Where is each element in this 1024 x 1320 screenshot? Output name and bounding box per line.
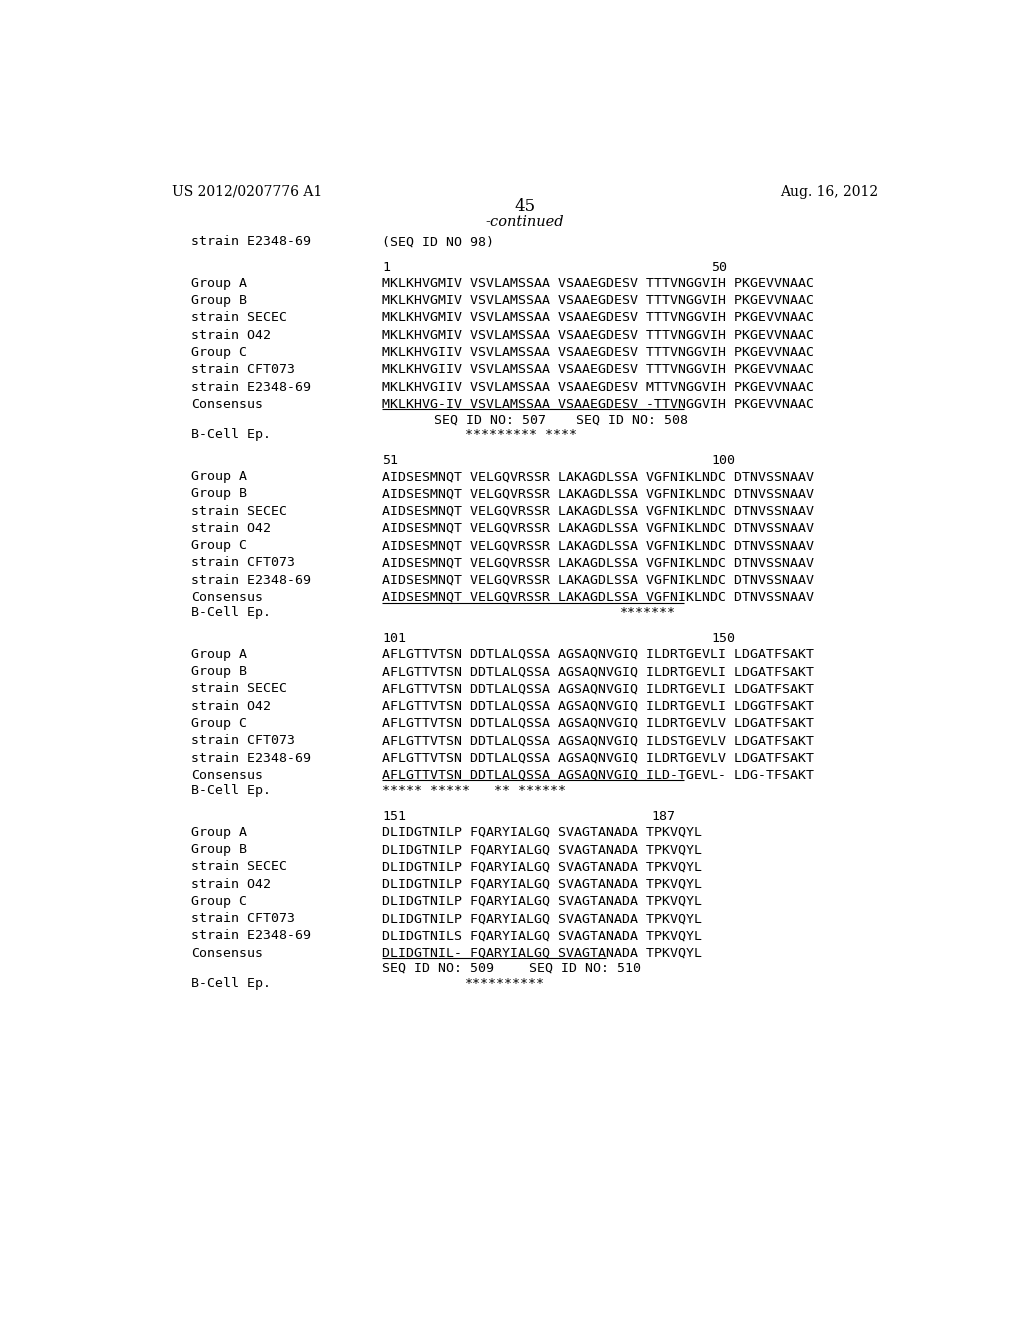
Text: 150: 150 [712, 632, 735, 644]
Text: MKLKHVGIIV VSVLAMSSAA VSAAEGDESV TTTVNGGVIH PKGEVVNAAC: MKLKHVGIIV VSVLAMSSAA VSAAEGDESV TTTVNGG… [382, 363, 814, 376]
Text: B-Cell Ep.: B-Cell Ep. [191, 429, 271, 441]
Text: AIDSESMNQT VELGQVRSSR LAKAGDLSSA VGFNIKLNDC DTNVSSNAAV: AIDSESMNQT VELGQVRSSR LAKAGDLSSA VGFNIKL… [382, 521, 814, 535]
Text: MKLKHVGMIV VSVLAMSSAA VSAAEGDESV TTTVNGGVIH PKGEVVNAAC: MKLKHVGMIV VSVLAMSSAA VSAAEGDESV TTTVNGG… [382, 312, 814, 325]
Text: MKLKHVGIIV VSVLAMSSAA VSAAEGDESV TTTVNGGVIH PKGEVVNAAC: MKLKHVGIIV VSVLAMSSAA VSAAEGDESV TTTVNGG… [382, 346, 814, 359]
Text: 101: 101 [382, 632, 406, 644]
Text: US 2012/0207776 A1: US 2012/0207776 A1 [172, 185, 322, 199]
Text: Group B: Group B [191, 843, 248, 857]
Text: -continued: -continued [485, 215, 564, 230]
Text: AIDSESMNQT VELGQVRSSR LAKAGDLSSA VGFNIKLNDC DTNVSSNAAV: AIDSESMNQT VELGQVRSSR LAKAGDLSSA VGFNIKL… [382, 504, 814, 517]
Text: strain O42: strain O42 [191, 521, 271, 535]
Text: strain E2348-69: strain E2348-69 [191, 574, 311, 586]
Text: 1: 1 [382, 260, 390, 273]
Text: AFLGTTVTSN DDTLALQSSA AGSAQNVGIQ ILDRTGEVLV LDGATFSAKT: AFLGTTVTSN DDTLALQSSA AGSAQNVGIQ ILDRTGE… [382, 751, 814, 764]
Text: MKLKHVGMIV VSVLAMSSAA VSAAEGDESV TTTVNGGVIH PKGEVVNAAC: MKLKHVGMIV VSVLAMSSAA VSAAEGDESV TTTVNGG… [382, 294, 814, 308]
Text: DLIDGTNILP FQARYIALGQ SVAGTANADA TPKVQYL: DLIDGTNILP FQARYIALGQ SVAGTANADA TPKVQYL [382, 826, 702, 838]
Text: AFLGTTVTSN DDTLALQSSA AGSAQNVGIQ ILD-TGEVL- LDG-TFSAKT: AFLGTTVTSN DDTLALQSSA AGSAQNVGIQ ILD-TGE… [382, 768, 814, 781]
Text: AFLGTTVTSN DDTLALQSSA AGSAQNVGIQ ILDRTGEVLI LDGATFSAKT: AFLGTTVTSN DDTLALQSSA AGSAQNVGIQ ILDRTGE… [382, 665, 814, 678]
Text: AIDSESMNQT VELGQVRSSR LAKAGDLSSA VGFNIKLNDC DTNVSSNAAV: AIDSESMNQT VELGQVRSSR LAKAGDLSSA VGFNIKL… [382, 470, 814, 483]
Text: AFLGTTVTSN DDTLALQSSA AGSAQNVGIQ ILDSTGEVLV LDGATFSAKT: AFLGTTVTSN DDTLALQSSA AGSAQNVGIQ ILDSTGE… [382, 734, 814, 747]
Text: ********* ****: ********* **** [465, 429, 578, 441]
Text: B-Cell Ep.: B-Cell Ep. [191, 977, 271, 990]
Text: Group B: Group B [191, 294, 248, 308]
Text: ***** *****   ** ******: ***** ***** ** ****** [382, 784, 566, 797]
Text: SEQ ID NO: 509: SEQ ID NO: 509 [382, 962, 494, 975]
Text: B-Cell Ep.: B-Cell Ep. [191, 606, 271, 619]
Text: Consensus: Consensus [191, 946, 263, 960]
Text: MKLKHVGMIV VSVLAMSSAA VSAAEGDESV TTTVNGGVIH PKGEVVNAAC: MKLKHVGMIV VSVLAMSSAA VSAAEGDESV TTTVNGG… [382, 277, 814, 290]
Text: DLIDGTNILP FQARYIALGQ SVAGTANADA TPKVQYL: DLIDGTNILP FQARYIALGQ SVAGTANADA TPKVQYL [382, 861, 702, 874]
Text: Aug. 16, 2012: Aug. 16, 2012 [780, 185, 878, 199]
Text: (SEQ ID NO 98): (SEQ ID NO 98) [382, 235, 494, 248]
Text: AFLGTTVTSN DDTLALQSSA AGSAQNVGIQ ILDRTGEVLI LDGATFSAKT: AFLGTTVTSN DDTLALQSSA AGSAQNVGIQ ILDRTGE… [382, 648, 814, 661]
Text: Group C: Group C [191, 717, 248, 730]
Text: AFLGTTVTSN DDTLALQSSA AGSAQNVGIQ ILDRTGEVLV LDGATFSAKT: AFLGTTVTSN DDTLALQSSA AGSAQNVGIQ ILDRTGE… [382, 717, 814, 730]
Text: MKLKHVGMIV VSVLAMSSAA VSAAEGDESV TTTVNGGVIH PKGEVVNAAC: MKLKHVGMIV VSVLAMSSAA VSAAEGDESV TTTVNGG… [382, 329, 814, 342]
Text: DLIDGTNILP FQARYIALGQ SVAGTANADA TPKVQYL: DLIDGTNILP FQARYIALGQ SVAGTANADA TPKVQYL [382, 912, 702, 925]
Text: strain SECEC: strain SECEC [191, 504, 288, 517]
Text: Consensus: Consensus [191, 768, 263, 781]
Text: Group A: Group A [191, 826, 248, 838]
Text: AFLGTTVTSN DDTLALQSSA AGSAQNVGIQ ILDRTGEVLI LDGGTFSAKT: AFLGTTVTSN DDTLALQSSA AGSAQNVGIQ ILDRTGE… [382, 700, 814, 713]
Text: B-Cell Ep.: B-Cell Ep. [191, 784, 271, 797]
Text: strain O42: strain O42 [191, 700, 271, 713]
Text: 45: 45 [514, 198, 536, 215]
Text: SEQ ID NO: 508: SEQ ID NO: 508 [577, 413, 688, 426]
Text: 100: 100 [712, 454, 735, 467]
Text: AIDSESMNQT VELGQVRSSR LAKAGDLSSA VGFNIKLNDC DTNVSSNAAV: AIDSESMNQT VELGQVRSSR LAKAGDLSSA VGFNIKL… [382, 487, 814, 500]
Text: AFLGTTVTSN DDTLALQSSA AGSAQNVGIQ ILDRTGEVLI LDGATFSAKT: AFLGTTVTSN DDTLALQSSA AGSAQNVGIQ ILDRTGE… [382, 682, 814, 696]
Text: MKLKHVG-IV VSVLAMSSAA VSAAEGDESV -TTVNGGVIH PKGEVVNAAC: MKLKHVG-IV VSVLAMSSAA VSAAEGDESV -TTVNGG… [382, 397, 814, 411]
Text: 50: 50 [712, 260, 727, 273]
Text: Consensus: Consensus [191, 591, 263, 605]
Text: strain E2348-69: strain E2348-69 [191, 380, 311, 393]
Text: strain CFT073: strain CFT073 [191, 912, 296, 925]
Text: AIDSESMNQT VELGQVRSSR LAKAGDLSSA VGFNIKLNDC DTNVSSNAAV: AIDSESMNQT VELGQVRSSR LAKAGDLSSA VGFNIKL… [382, 591, 814, 605]
Text: strain E2348-69: strain E2348-69 [191, 929, 311, 942]
Text: strain SECEC: strain SECEC [191, 682, 288, 696]
Text: *******: ******* [620, 606, 676, 619]
Text: Group A: Group A [191, 648, 248, 661]
Text: DLIDGTNILP FQARYIALGQ SVAGTANADA TPKVQYL: DLIDGTNILP FQARYIALGQ SVAGTANADA TPKVQYL [382, 878, 702, 891]
Text: Group A: Group A [191, 470, 248, 483]
Text: strain CFT073: strain CFT073 [191, 557, 296, 569]
Text: DLIDGTNIL- FQARYIALGQ SVAGTANADA TPKVQYL: DLIDGTNIL- FQARYIALGQ SVAGTANADA TPKVQYL [382, 946, 702, 960]
Text: Group A: Group A [191, 277, 248, 290]
Text: strain CFT073: strain CFT073 [191, 363, 296, 376]
Text: AIDSESMNQT VELGQVRSSR LAKAGDLSSA VGFNIKLNDC DTNVSSNAAV: AIDSESMNQT VELGQVRSSR LAKAGDLSSA VGFNIKL… [382, 539, 814, 552]
Text: strain E2348-69: strain E2348-69 [191, 235, 311, 248]
Text: 51: 51 [382, 454, 398, 467]
Text: 151: 151 [382, 809, 406, 822]
Text: Group C: Group C [191, 539, 248, 552]
Text: strain E2348-69: strain E2348-69 [191, 751, 311, 764]
Text: Consensus: Consensus [191, 397, 263, 411]
Text: strain CFT073: strain CFT073 [191, 734, 296, 747]
Text: **********: ********** [465, 977, 545, 990]
Text: Group C: Group C [191, 346, 248, 359]
Text: AIDSESMNQT VELGQVRSSR LAKAGDLSSA VGFNIKLNDC DTNVSSNAAV: AIDSESMNQT VELGQVRSSR LAKAGDLSSA VGFNIKL… [382, 574, 814, 586]
Text: strain O42: strain O42 [191, 329, 271, 342]
Text: DLIDGTNILP FQARYIALGQ SVAGTANADA TPKVQYL: DLIDGTNILP FQARYIALGQ SVAGTANADA TPKVQYL [382, 895, 702, 908]
Text: SEQ ID NO: 507: SEQ ID NO: 507 [433, 413, 546, 426]
Text: Group B: Group B [191, 665, 248, 678]
Text: DLIDGTNILS FQARYIALGQ SVAGTANADA TPKVQYL: DLIDGTNILS FQARYIALGQ SVAGTANADA TPKVQYL [382, 929, 702, 942]
Text: strain SECEC: strain SECEC [191, 861, 288, 874]
Text: Group C: Group C [191, 895, 248, 908]
Text: DLIDGTNILP FQARYIALGQ SVAGTANADA TPKVQYL: DLIDGTNILP FQARYIALGQ SVAGTANADA TPKVQYL [382, 843, 702, 857]
Text: Group B: Group B [191, 487, 248, 500]
Text: AIDSESMNQT VELGQVRSSR LAKAGDLSSA VGFNIKLNDC DTNVSSNAAV: AIDSESMNQT VELGQVRSSR LAKAGDLSSA VGFNIKL… [382, 557, 814, 569]
Text: MKLKHVGIIV VSVLAMSSAA VSAAEGDESV MTTVNGGVIH PKGEVVNAAC: MKLKHVGIIV VSVLAMSSAA VSAAEGDESV MTTVNGG… [382, 380, 814, 393]
Text: strain SECEC: strain SECEC [191, 312, 288, 325]
Text: 187: 187 [652, 809, 676, 822]
Text: SEQ ID NO: 510: SEQ ID NO: 510 [528, 962, 641, 975]
Text: strain O42: strain O42 [191, 878, 271, 891]
